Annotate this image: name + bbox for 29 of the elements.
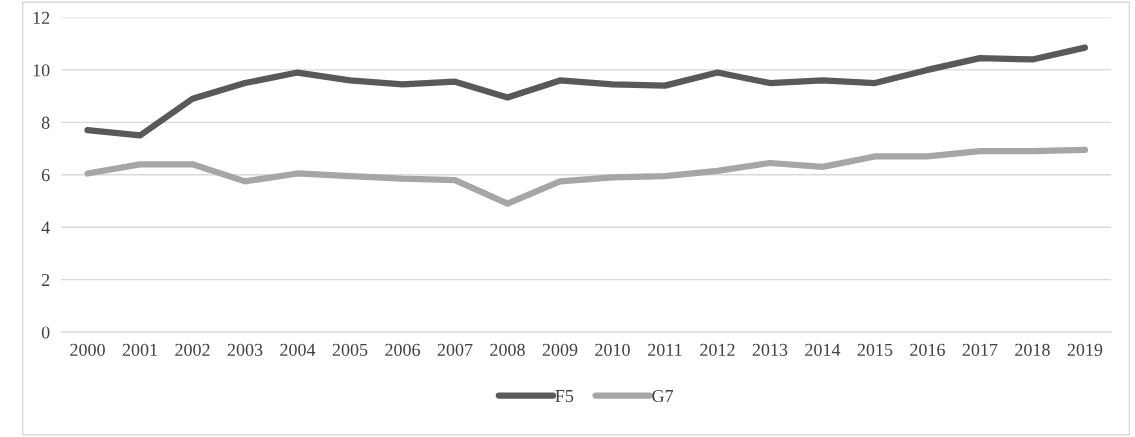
y-tick-label: 12 <box>33 11 50 24</box>
x-tick-label: 2017 <box>962 343 998 356</box>
x-tick-label: 2014 <box>805 343 841 356</box>
y-tick-label: 2 <box>41 273 50 286</box>
x-tick-label: 2001 <box>122 343 157 356</box>
legend-label: F5 <box>555 390 574 403</box>
x-tick-label: 2016 <box>910 343 945 356</box>
x-tick-label: 2004 <box>280 343 316 356</box>
x-tick-label: 2006 <box>385 343 421 356</box>
y-tick-label: 8 <box>41 116 50 129</box>
x-tick-label: 2002 <box>175 343 210 356</box>
x-tick-label: 2019 <box>1067 343 1103 356</box>
x-tick-label: 2003 <box>227 343 263 356</box>
x-tick-label: 2011 <box>648 343 682 356</box>
x-tick-label: 2013 <box>752 343 788 356</box>
y-tick-label: 4 <box>41 221 50 234</box>
x-tick-label: 2012 <box>700 343 735 356</box>
legend-label: G7 <box>652 389 674 403</box>
x-tick-label: 2007 <box>437 343 473 356</box>
y-tick-label: 0 <box>41 326 50 339</box>
x-tick-label: 2010 <box>595 343 630 356</box>
x-tick-label: 2015 <box>857 343 893 356</box>
y-tick-label: 6 <box>41 169 50 182</box>
x-tick-label: 2008 <box>490 343 525 356</box>
x-tick-label: 2000 <box>70 343 105 356</box>
x-tick-label: 2005 <box>332 343 368 356</box>
x-tick-label: 2018 <box>1015 343 1050 356</box>
y-tick-label: 10 <box>33 64 50 77</box>
x-tick-label: 2009 <box>542 343 578 356</box>
